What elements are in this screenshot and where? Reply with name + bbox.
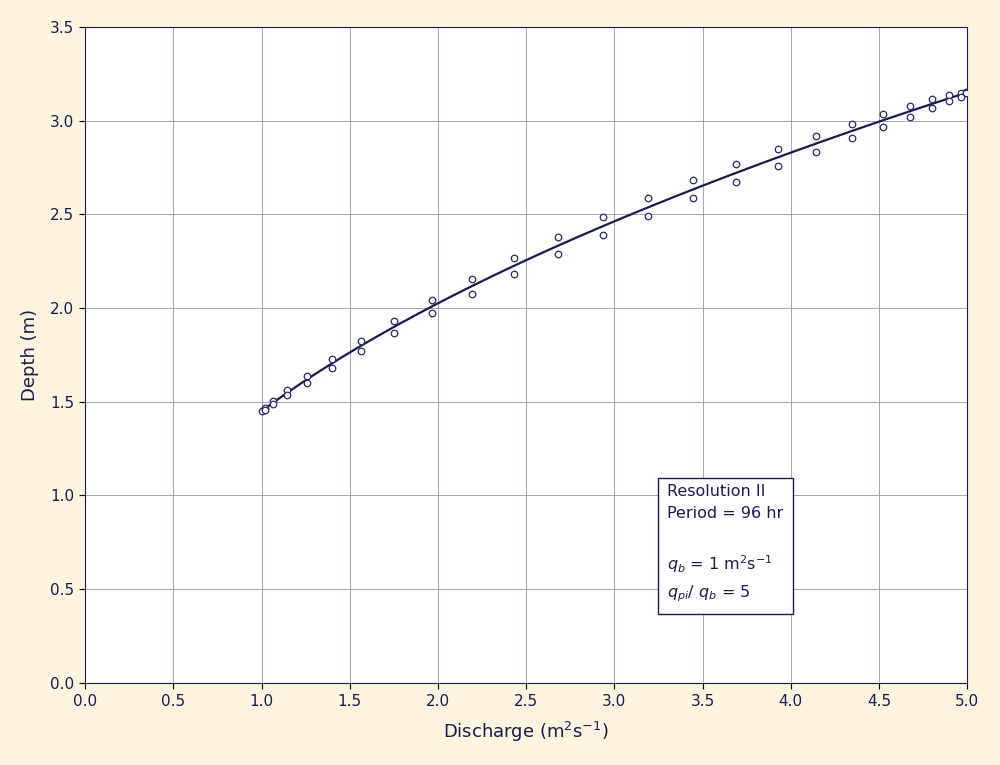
Point [875, 108, 891, 120]
Point [640, 210, 656, 223]
Point [941, 89, 957, 101]
Point [902, 111, 918, 123]
X-axis label: Discharge (m$^2$s$^{-1}$): Discharge (m$^2$s$^{-1}$) [443, 720, 609, 744]
Point [386, 314, 402, 327]
Point [941, 96, 957, 108]
Point [953, 90, 969, 103]
Point [924, 103, 940, 115]
Point [506, 252, 522, 264]
Point [353, 334, 369, 347]
Point [640, 192, 656, 204]
Point [257, 402, 273, 414]
Point [424, 294, 440, 306]
Point [953, 86, 969, 99]
Point [324, 353, 340, 366]
Point [958, 86, 974, 98]
Point [324, 362, 340, 374]
Point [595, 229, 611, 241]
Point [550, 231, 566, 243]
Point [685, 174, 701, 187]
Point [770, 160, 786, 172]
Point [550, 248, 566, 260]
Point [958, 87, 974, 99]
Point [902, 99, 918, 112]
Y-axis label: Depth (m): Depth (m) [21, 309, 39, 401]
Point [464, 288, 480, 300]
Point [424, 308, 440, 320]
Point [728, 175, 744, 187]
Point [257, 404, 273, 416]
Point [924, 93, 940, 106]
Point [844, 118, 860, 130]
Point [279, 389, 295, 401]
Point [808, 129, 824, 142]
Point [353, 345, 369, 357]
Point [265, 398, 281, 410]
Text: Resolution II
Period = 96 hr

$q_b$ = 1 m$^2$s$^{-1}$
$q_{pi}$/ $q_b$ = 5: Resolution II Period = 96 hr $q_b$ = 1 m… [667, 484, 784, 604]
Point [685, 192, 701, 204]
Point [464, 273, 480, 285]
Point [279, 384, 295, 396]
Point [595, 211, 611, 223]
Point [265, 395, 281, 407]
Point [770, 143, 786, 155]
Point [386, 327, 402, 339]
Point [844, 132, 860, 145]
Point [299, 370, 315, 382]
Point [808, 145, 824, 158]
Point [299, 376, 315, 389]
Point [506, 268, 522, 280]
Point [254, 405, 270, 417]
Point [875, 121, 891, 133]
Point [728, 158, 744, 170]
